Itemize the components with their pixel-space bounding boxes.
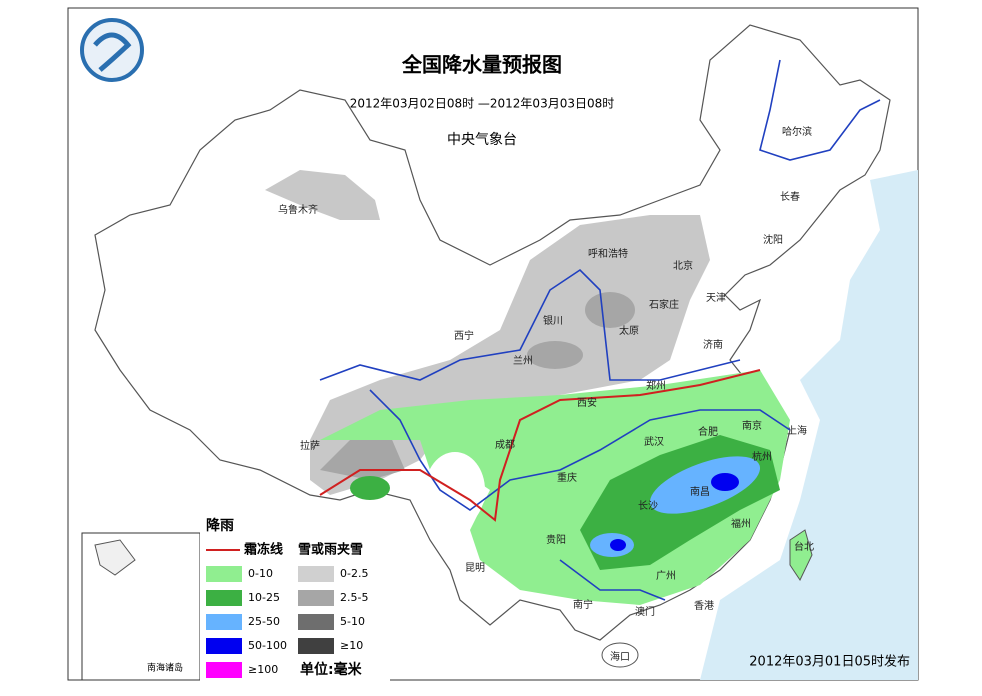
snow-area: [265, 170, 380, 220]
freeze-line: [319, 369, 761, 522]
city-label: 长春: [780, 191, 800, 203]
city-label: 成都: [495, 439, 515, 451]
legend-label: 0-10: [248, 567, 273, 580]
city-label: 南昌: [690, 485, 710, 498]
city-label: 澳门: [635, 605, 655, 618]
sea: [700, 170, 918, 680]
city-label: 合肥: [698, 425, 718, 438]
city-label: 上海: [787, 424, 807, 437]
title: 全国降水量预报图: [401, 53, 562, 77]
city-label: 杭州: [752, 450, 772, 463]
legend-label: ≥10: [340, 639, 363, 652]
city-label: 重庆: [557, 471, 577, 484]
city-label: 济南: [703, 338, 723, 351]
logo-mark: [93, 32, 132, 72]
legend-label: 25-50: [248, 615, 280, 628]
city-label: 武汉: [644, 435, 664, 448]
city-label: 乌鲁木齐: [278, 203, 318, 216]
city-label: 台北: [794, 540, 814, 553]
city-label: 海口: [610, 650, 630, 663]
logo: [80, 18, 144, 82]
taiwan: [789, 529, 813, 582]
legend-swatch: [298, 590, 334, 606]
legend-rain-title: 降雨: [206, 517, 234, 534]
city-label: 石家庄: [649, 298, 679, 311]
city-label: 长沙: [638, 500, 658, 512]
city-label: 拉萨: [300, 439, 320, 452]
legend-swatch: [206, 614, 242, 630]
legend-snow-title: 雪或雨夹雪: [298, 542, 363, 558]
city-label: 西宁: [454, 329, 474, 342]
city-label: 兰州: [513, 354, 533, 367]
legend-swatch: [206, 566, 242, 582]
inset-land: [94, 539, 136, 576]
snow-area: [585, 292, 635, 328]
legend-swatch: [298, 566, 334, 582]
rain-area: [610, 539, 626, 551]
city-label: 天津: [706, 292, 726, 304]
city-label: 昆明: [465, 562, 485, 574]
city-label: 南京: [742, 419, 762, 432]
city-label: 北京: [673, 259, 693, 272]
legend-swatch: [206, 638, 242, 654]
legend-swatch: [206, 662, 242, 678]
legend-freeze: 霜冻线: [243, 542, 283, 558]
issuer: 中央气象台: [447, 132, 517, 148]
rivers: [319, 59, 881, 601]
legend-label: 10-25: [248, 591, 280, 604]
legend-label: ≥100: [248, 663, 278, 676]
period: 2012年03月02日08时 —2012年03月03日08时: [350, 97, 615, 111]
city-label: 郑州: [646, 379, 666, 392]
inset-label: 南海诸岛: [147, 662, 183, 674]
legend-label: 5-10: [340, 615, 365, 628]
snow-area: [320, 435, 405, 480]
city-label: 广州: [656, 570, 676, 582]
legend-label: 50-100: [248, 639, 287, 652]
hainan: [601, 642, 639, 668]
city-label: 哈尔滨: [782, 125, 812, 138]
legend-items: 0-10 10-25 25-50 50-100 ≥100 0-2.5 2.5-5 5-10 ≥1…: [206, 566, 368, 678]
legend-swatch: [298, 614, 334, 630]
legend-swatch: [298, 638, 334, 654]
city-label: 沈阳: [763, 233, 783, 246]
city-label: 太原: [619, 324, 639, 337]
city-label: 呼和浩特: [588, 248, 628, 260]
unit: 单位:毫米: [300, 661, 363, 678]
city-label: 银川: [543, 314, 563, 327]
snow-area: [527, 341, 583, 369]
legend-swatch: [206, 590, 242, 606]
city-label: 福州: [731, 517, 751, 530]
rain-area: [350, 476, 390, 500]
city-label: 南宁: [573, 598, 593, 611]
city-label: 西安: [577, 396, 597, 409]
city-label: 贵阳: [546, 533, 566, 546]
rain-area: [711, 473, 739, 491]
legend-label: 0-2.5: [340, 567, 368, 580]
rain-area: [649, 456, 761, 514]
legend-label: 2.5-5: [340, 591, 368, 604]
city-label: 香港: [694, 600, 714, 612]
issued: 2012年03月01日05时发布: [749, 654, 910, 670]
